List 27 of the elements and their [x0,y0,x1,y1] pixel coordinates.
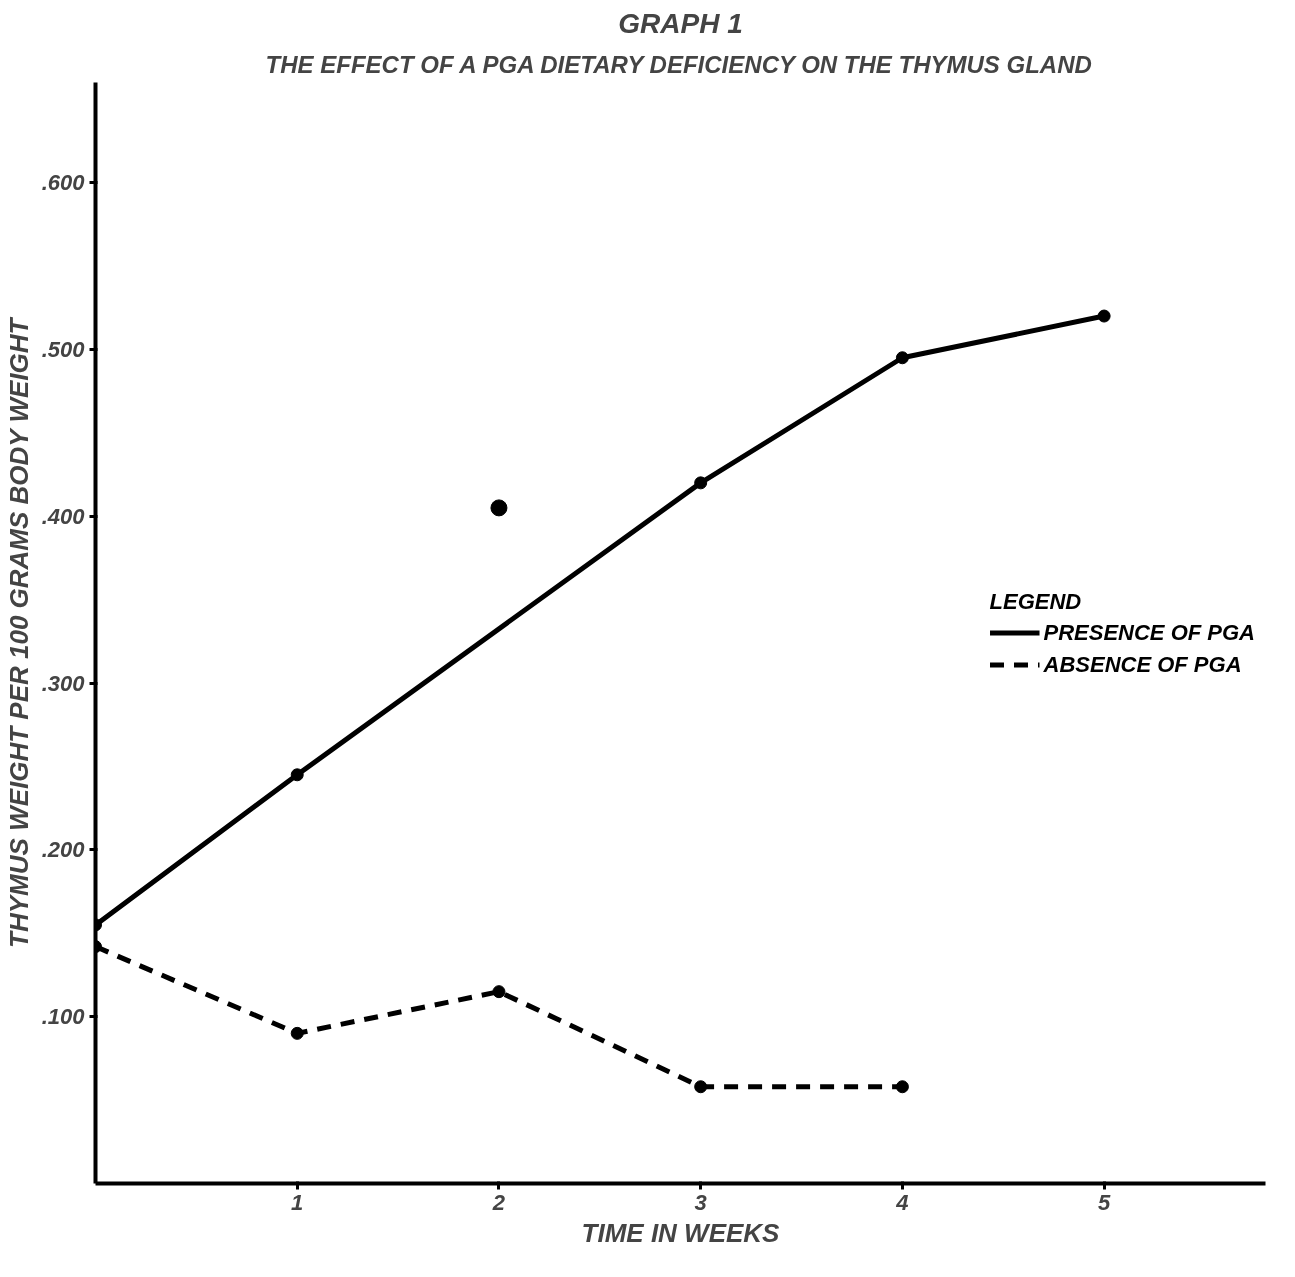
y-axis-title: THYMUS WEIGHT PER 100 GRAMS BODY WEIGHT [3,316,34,948]
point [1097,309,1111,323]
point [290,768,304,782]
legend-label: PRESENCE OF PGA [1043,619,1255,645]
x-tick-label: 5 [1098,1189,1111,1215]
x-tick-label: 2 [491,1189,506,1215]
y-tick-label: .600 [41,170,86,196]
point [290,1026,304,1040]
point [490,499,508,517]
x-tick-label: 4 [895,1189,909,1215]
point [895,351,909,365]
y-tick-label: .500 [41,336,86,362]
point [694,476,708,490]
legend-label: ABSENCE OF PGA [1043,651,1242,677]
y-tick-label: .100 [41,1004,86,1030]
y-tick-label: .200 [41,837,86,863]
chart-subtitle: THE EFFECT OF A PGA DIETARY DEFICIENCY ON THE THYMUS GLAND [265,50,1092,78]
x-axis-title: TIME IN WEEKS [581,1217,781,1248]
y-tick-label: .300 [41,670,86,696]
chart-title: GRAPH 1 [618,7,743,39]
x-tick-label: 1 [291,1189,304,1215]
x-tick-label: 3 [694,1189,707,1215]
point [492,985,506,999]
y-tick-label: .400 [41,503,86,529]
point [895,1080,909,1094]
legend-title: LEGEND [989,588,1083,614]
point [694,1080,708,1094]
